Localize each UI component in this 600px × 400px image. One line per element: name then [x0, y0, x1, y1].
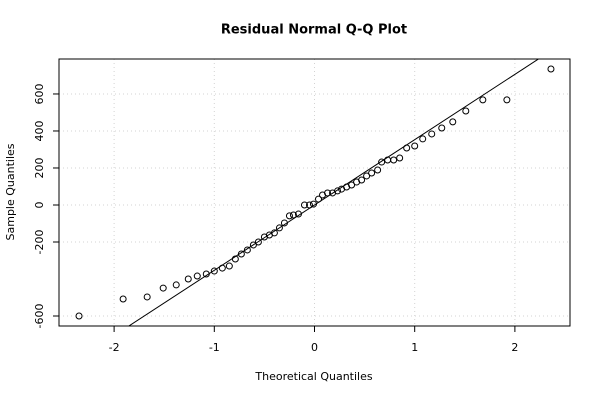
point: [184, 275, 192, 283]
x-tick-label: 2: [511, 341, 518, 354]
point: [275, 224, 283, 232]
point: [363, 172, 371, 180]
point: [419, 135, 427, 143]
point: [449, 118, 457, 126]
point: [411, 142, 419, 150]
chart-title: Residual Normal Q-Q Plot: [221, 23, 407, 38]
point: [202, 270, 210, 278]
point: [225, 262, 233, 270]
point: [390, 156, 398, 164]
point: [403, 144, 411, 152]
point: [285, 212, 293, 220]
y-tick-label: 400: [33, 120, 46, 141]
y-tick-label: 600: [33, 83, 46, 104]
x-axis-title: Theoretical Quantiles: [254, 370, 372, 383]
y-tick-label: -600: [33, 304, 46, 329]
point: [324, 189, 332, 197]
point: [218, 264, 226, 272]
point: [210, 267, 218, 275]
x-tick-label: 0: [311, 341, 318, 354]
reference-line: [127, 59, 540, 326]
point: [119, 295, 127, 303]
x-tick-label: 1: [411, 341, 418, 354]
point: [547, 65, 555, 73]
point: [143, 293, 151, 301]
point: [305, 201, 313, 209]
point: [315, 195, 323, 203]
point: [438, 124, 446, 132]
y-tick-label: 0: [33, 201, 46, 208]
point: [368, 169, 376, 177]
point: [270, 229, 278, 237]
point: [159, 284, 167, 292]
point: [428, 130, 436, 138]
point: [309, 200, 317, 208]
point: [294, 210, 302, 218]
point: [75, 312, 83, 320]
y-axis-title: Sample Quantiles: [4, 143, 17, 240]
point: [243, 246, 251, 254]
point: [172, 281, 180, 289]
point: [503, 96, 511, 104]
point: [280, 219, 288, 227]
point: [348, 181, 356, 189]
plot-frame: [58, 58, 571, 327]
point: [289, 211, 297, 219]
y-tick-label: 200: [33, 157, 46, 178]
point: [462, 107, 470, 115]
point: [334, 187, 342, 195]
x-tick-label: -1: [209, 341, 220, 354]
point: [254, 238, 262, 246]
y-tick-label: -200: [33, 230, 46, 255]
point: [249, 241, 257, 249]
point: [479, 96, 487, 104]
point: [231, 255, 239, 263]
point: [300, 201, 308, 209]
point: [237, 250, 245, 258]
point: [358, 176, 366, 184]
point: [378, 158, 386, 166]
point: [396, 154, 404, 162]
point: [384, 156, 392, 164]
point: [374, 166, 382, 174]
x-tick-label: -2: [109, 341, 120, 354]
point: [193, 272, 201, 280]
